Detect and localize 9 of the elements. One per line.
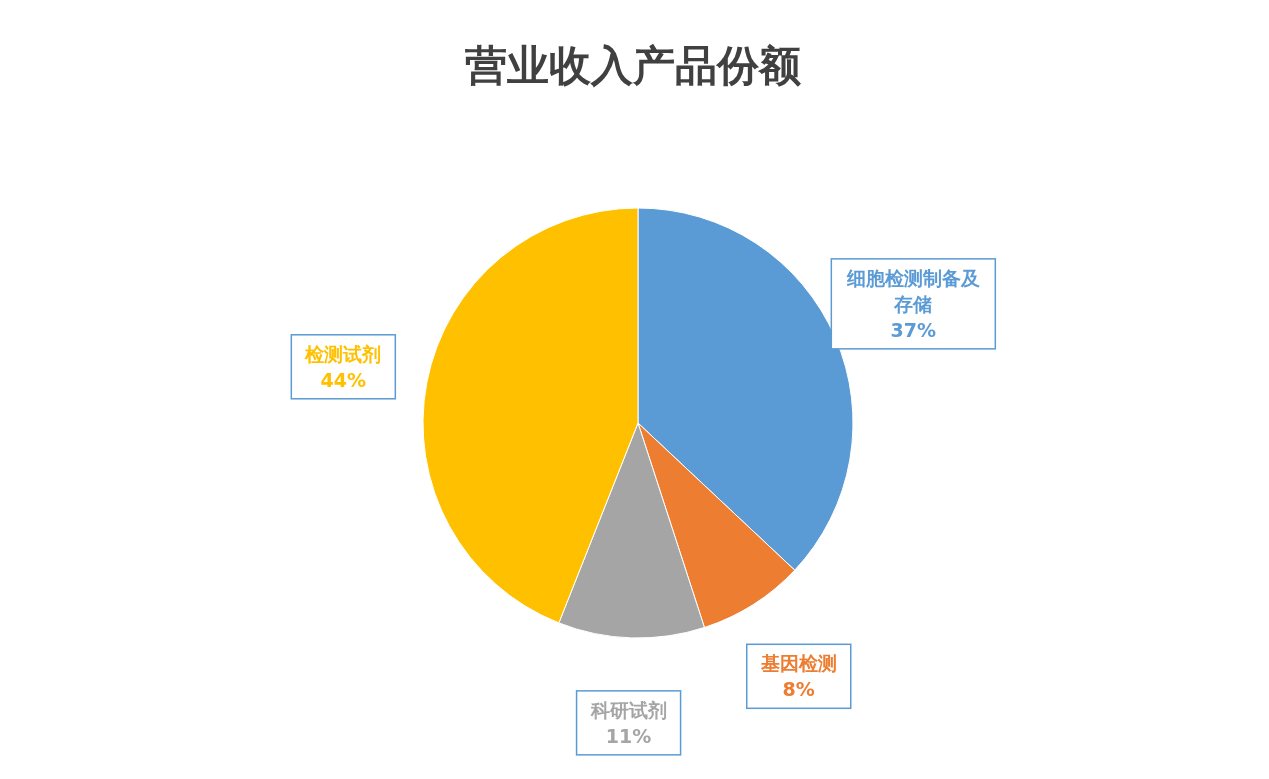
data-label: 11% — [605, 724, 652, 747]
data-label: 44% — [320, 368, 367, 391]
slice-label: 基因检测 — [759, 652, 837, 675]
slice-label: 细胞检测制备及存储 — [845, 266, 980, 315]
data-label: 37% — [890, 318, 937, 341]
data-label: 8% — [782, 678, 815, 701]
chart-title: 营业收入产品份额 — [464, 40, 802, 92]
slice-label: 检测试剂 — [304, 342, 382, 365]
slice-label: 科研试剂 — [589, 698, 667, 721]
